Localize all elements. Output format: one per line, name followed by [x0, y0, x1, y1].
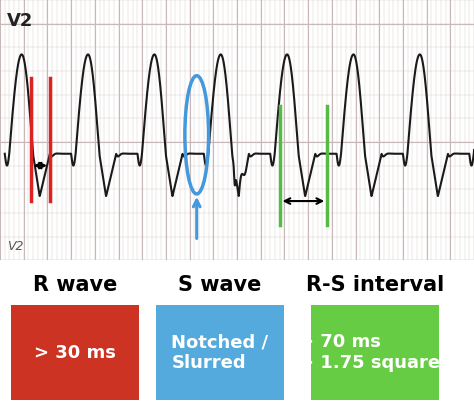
Text: R wave: R wave: [33, 275, 117, 295]
Text: R-S interval: R-S interval: [306, 275, 444, 295]
FancyBboxPatch shape: [311, 305, 439, 400]
Text: V2: V2: [7, 12, 34, 30]
FancyBboxPatch shape: [11, 305, 139, 400]
Text: > 30 ms: > 30 ms: [34, 344, 116, 361]
Text: V2: V2: [7, 240, 24, 253]
FancyBboxPatch shape: [156, 305, 284, 400]
Text: Notched /
Slurred: Notched / Slurred: [172, 333, 269, 372]
Text: > 70 ms
> 1.75 squares: > 70 ms > 1.75 squares: [299, 333, 451, 372]
Text: S wave: S wave: [178, 275, 262, 295]
